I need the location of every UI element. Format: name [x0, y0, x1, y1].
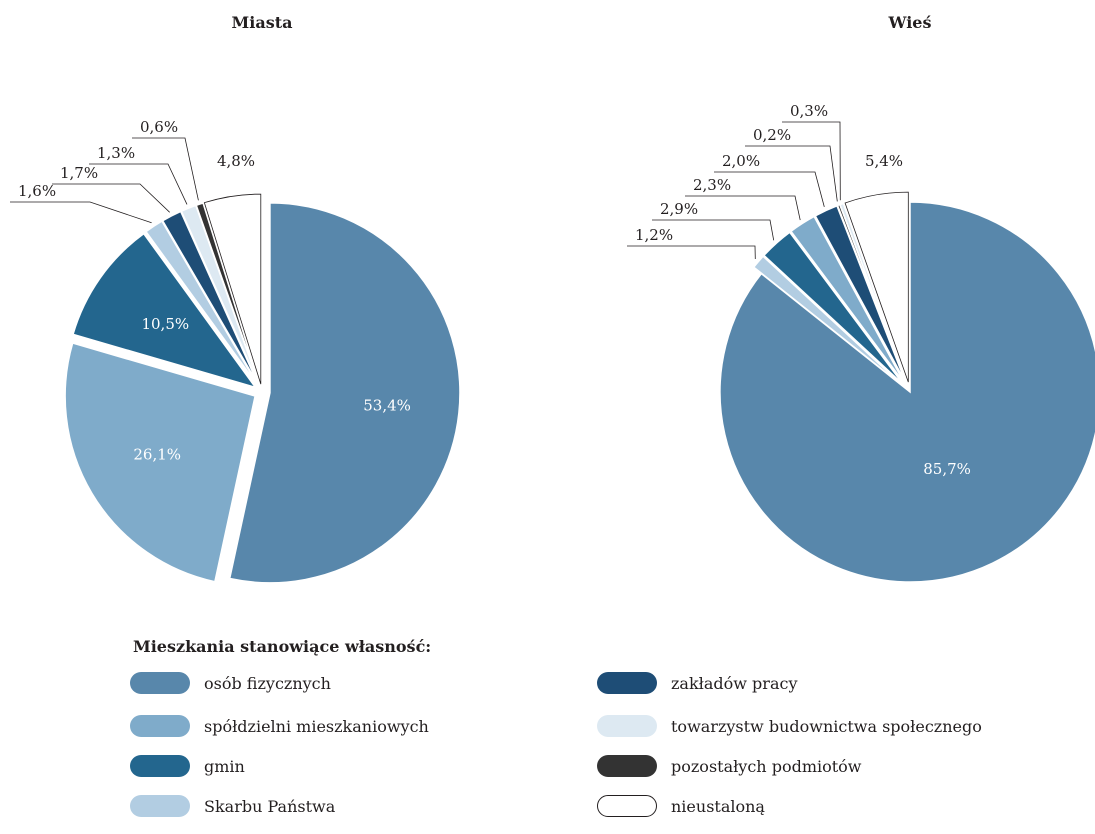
- legend-swatch: [130, 672, 190, 694]
- data-label-towarzystw-budownictwa-spolecznego: 0,3%: [790, 102, 828, 120]
- legend-title: Mieszkania stanowiące własność:: [133, 637, 432, 656]
- leader-line-towarzystw-budownictwa-spolecznego: [89, 163, 188, 205]
- pie-wies: 85,7% 1,2% 2,9% 2,3% 2,0% 0,2% 0,3% 5,4%: [627, 102, 1095, 583]
- legend-item-zakladow-pracy: zakładów pracy: [597, 671, 797, 695]
- pie-slice-skarbu-panstwa: [144, 220, 259, 386]
- leader-line-gmin: [652, 219, 775, 241]
- legend-item-towarzystw-budownictwa-spolecznego: towarzystw budownictwa społecznego: [597, 714, 982, 738]
- legend-swatch: [597, 672, 657, 694]
- leader-line-zakladow-pracy: [714, 171, 825, 208]
- chart-title-wies: Wieś: [888, 13, 932, 32]
- legend-item-pozostalych-podmiotow: pozostałych podmiotów: [597, 754, 862, 778]
- legend-swatch: [597, 795, 657, 817]
- leader-line-spoldzielni-mieszkaniowych: [685, 195, 801, 221]
- legend-label: spółdzielni mieszkaniowych: [204, 716, 429, 736]
- pie-slice-gmin: [72, 232, 258, 389]
- pie-miasta: 53,4% 26,1% 10,5% 1,6%1,7% 1,3% 0,6% 4,8%: [10, 118, 461, 584]
- data-label-spoldzielni-mieszkaniowych: 26,1%: [133, 445, 181, 463]
- data-label-nieustalona: 5,4%: [865, 152, 903, 170]
- data-label-osob-fizycznych: 53,4%: [363, 396, 411, 414]
- legend-item-skarbu-panstwa: Skarbu Państwa: [130, 794, 335, 818]
- legend-label: towarzystw budownictwa społecznego: [671, 716, 982, 736]
- legend-swatch: [597, 715, 657, 737]
- data-label-gmin: 2,9%: [660, 200, 698, 218]
- data-label-nieustalona: 4,8%: [217, 152, 255, 170]
- pie-slice-spoldzielni-mieszkaniowych: [64, 342, 257, 583]
- data-label-skarbu-panstwa: 1,6%: [18, 182, 56, 200]
- legend-swatch: [130, 795, 190, 817]
- pie-slice-skarbu-panstwa: [752, 255, 903, 387]
- pie-slice-nieustalona: [844, 191, 909, 383]
- data-label-osob-fizycznych: 85,7%: [923, 460, 971, 478]
- pie-slice-zakladow-pracy: [161, 210, 260, 386]
- pie-slice-osob-fizycznych: [228, 202, 461, 584]
- data-label-spoldzielni-mieszkaniowych: 2,3%: [693, 176, 731, 194]
- leader-line-pozostalych-podmiotow: [132, 137, 199, 201]
- data-label-skarbu-panstwa: 1,2%: [635, 226, 673, 244]
- legend-label: Skarbu Państwa: [204, 796, 336, 816]
- leader-line-pozostalych-podmiotow: [745, 145, 838, 202]
- data-label-pozostalych-podmiotow: 0,2%: [753, 126, 791, 144]
- pie-slice-towarzystw-budownictwa-spolecznego: [839, 202, 908, 383]
- data-label-pozostalych-podmiotow: 0,6%: [140, 118, 178, 136]
- legend-item-osob-fizycznych: osób fizycznych: [130, 671, 331, 695]
- legend-swatch: [130, 755, 190, 777]
- legend-swatch: [597, 755, 657, 777]
- legend-item-gmin: gmin: [130, 754, 245, 778]
- leader-line-zakladow-pracy: [52, 183, 170, 213]
- legend-label: pozostałych podmiotów: [671, 756, 862, 776]
- data-label-towarzystw-budownictwa-spolecznego: 1,3%: [97, 144, 135, 162]
- leader-line-towarzystw-budownictwa-spolecznego: [782, 121, 841, 201]
- data-label-gmin: 10,5%: [141, 315, 189, 333]
- chart-title-miasta: Miasta: [232, 13, 293, 32]
- legend-label: gmin: [204, 756, 245, 776]
- pie-slice-pozostalych-podmiotow: [195, 202, 261, 385]
- data-label-zakladow-pracy: 2,0%: [722, 152, 760, 170]
- pie-slice-spoldzielni-mieszkaniowych: [789, 215, 906, 385]
- legend-label: osób fizycznych: [204, 673, 331, 693]
- legend-label: nieustaloną: [671, 796, 765, 816]
- legend-swatch: [130, 715, 190, 737]
- pie-slice-nieustalona: [203, 193, 262, 385]
- legend-item-nieustalona: nieustaloną: [597, 794, 765, 818]
- pie-slice-gmin: [762, 231, 904, 386]
- pie-slice-osob-fizycznych: [719, 201, 1095, 583]
- leader-line-skarbu-panstwa: [10, 201, 152, 224]
- leader-line-skarbu-panstwa: [627, 245, 756, 260]
- data-label-zakladow-pracy: 1,7%: [60, 164, 98, 182]
- legend-item-spoldzielni-mieszkaniowych: spółdzielni mieszkaniowych: [130, 714, 429, 738]
- legend-label: zakładów pracy: [671, 673, 798, 693]
